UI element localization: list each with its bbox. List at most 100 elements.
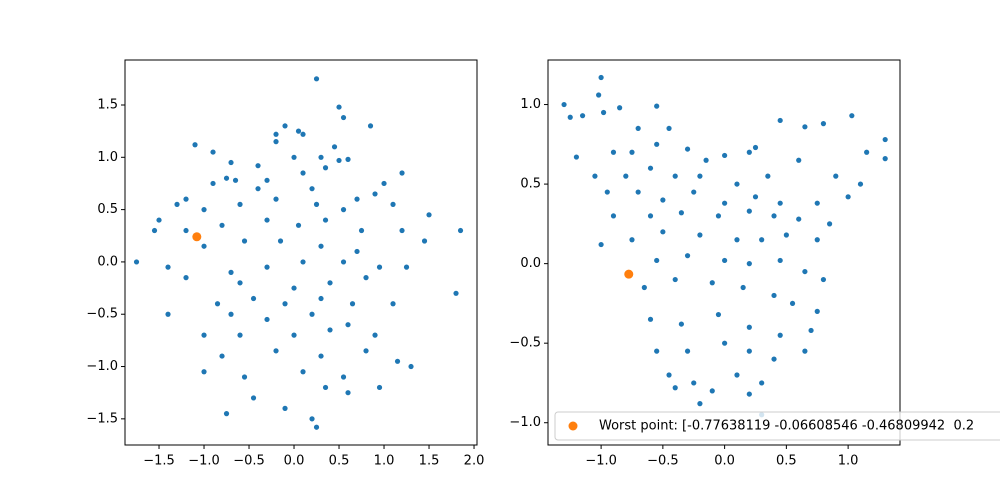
point xyxy=(672,276,678,283)
point xyxy=(300,170,306,176)
point xyxy=(759,380,765,386)
x-tick-label: −0.5 xyxy=(647,454,679,469)
point xyxy=(654,348,660,354)
point xyxy=(845,194,851,200)
point xyxy=(746,348,752,354)
point xyxy=(771,292,777,299)
x-tick-label: 2.0 xyxy=(464,454,485,469)
point xyxy=(722,200,728,206)
point xyxy=(372,332,378,338)
x-tick-label: −1.5 xyxy=(143,454,175,469)
point xyxy=(678,321,684,327)
point xyxy=(802,268,808,275)
point xyxy=(201,369,207,375)
point xyxy=(777,332,783,338)
y-tick-label: 0.5 xyxy=(520,177,541,192)
y-tick-label: 1.5 xyxy=(97,97,118,112)
point xyxy=(684,146,691,152)
point xyxy=(789,300,796,307)
point xyxy=(746,324,752,330)
point xyxy=(629,149,635,155)
point xyxy=(814,237,820,243)
point xyxy=(647,316,654,322)
point xyxy=(740,284,746,291)
point xyxy=(250,395,257,401)
point xyxy=(610,213,617,219)
point xyxy=(282,405,288,411)
point xyxy=(672,385,678,391)
y-tick-label: 0.5 xyxy=(97,202,118,217)
point xyxy=(654,103,660,109)
point xyxy=(345,390,351,396)
point xyxy=(309,416,315,422)
point xyxy=(390,201,396,207)
point xyxy=(133,259,140,265)
point xyxy=(703,157,709,163)
point xyxy=(327,280,333,286)
x-tick-label: −1.0 xyxy=(188,454,220,469)
legend-label: Worst point: [-0.77638119 -0.06608546 -0… xyxy=(599,419,974,434)
point xyxy=(250,295,257,302)
point xyxy=(777,257,783,264)
point xyxy=(363,275,369,281)
point xyxy=(610,149,617,155)
point xyxy=(399,227,405,234)
point xyxy=(715,213,722,219)
point xyxy=(282,301,288,307)
point xyxy=(376,264,383,270)
point xyxy=(624,269,634,279)
point xyxy=(331,144,338,150)
point xyxy=(722,152,728,159)
point xyxy=(814,200,820,206)
point xyxy=(598,74,604,81)
point xyxy=(223,175,230,181)
point xyxy=(241,238,248,244)
point xyxy=(647,165,654,171)
point xyxy=(746,261,752,267)
point xyxy=(183,275,189,281)
point xyxy=(237,332,243,338)
point xyxy=(660,197,666,203)
point xyxy=(421,238,428,244)
point xyxy=(882,136,888,143)
y-tick-label: −0.5 xyxy=(509,336,541,351)
point xyxy=(165,264,171,270)
point xyxy=(273,131,279,137)
point xyxy=(273,139,279,145)
point xyxy=(295,128,302,134)
y-tick-label: 0.0 xyxy=(97,254,118,269)
point xyxy=(318,295,324,302)
point xyxy=(666,372,672,378)
point xyxy=(722,257,728,264)
point xyxy=(156,217,162,223)
point xyxy=(336,104,342,110)
axes-frame xyxy=(547,59,901,446)
legend-marker xyxy=(568,421,578,431)
y-tick-label: 1.0 xyxy=(520,97,541,112)
point xyxy=(394,358,401,364)
point xyxy=(210,180,216,187)
point xyxy=(697,401,703,407)
point xyxy=(709,388,715,394)
y-tick-label: 1.0 xyxy=(97,150,118,165)
point xyxy=(709,280,715,286)
point xyxy=(183,227,189,234)
x-tick-label: 1.5 xyxy=(419,454,440,469)
point xyxy=(241,374,248,380)
point xyxy=(660,229,666,235)
point xyxy=(579,113,586,119)
point xyxy=(796,157,802,163)
point xyxy=(318,353,324,359)
point xyxy=(457,227,464,234)
point xyxy=(567,114,573,120)
point xyxy=(697,173,703,179)
point xyxy=(151,227,158,234)
point xyxy=(746,208,752,214)
x-tick-label: 1.0 xyxy=(838,454,859,469)
point xyxy=(340,207,347,213)
point xyxy=(237,280,243,286)
point xyxy=(796,216,802,222)
point xyxy=(598,241,604,248)
x-tick-label: 1.0 xyxy=(374,454,395,469)
point xyxy=(453,290,459,296)
